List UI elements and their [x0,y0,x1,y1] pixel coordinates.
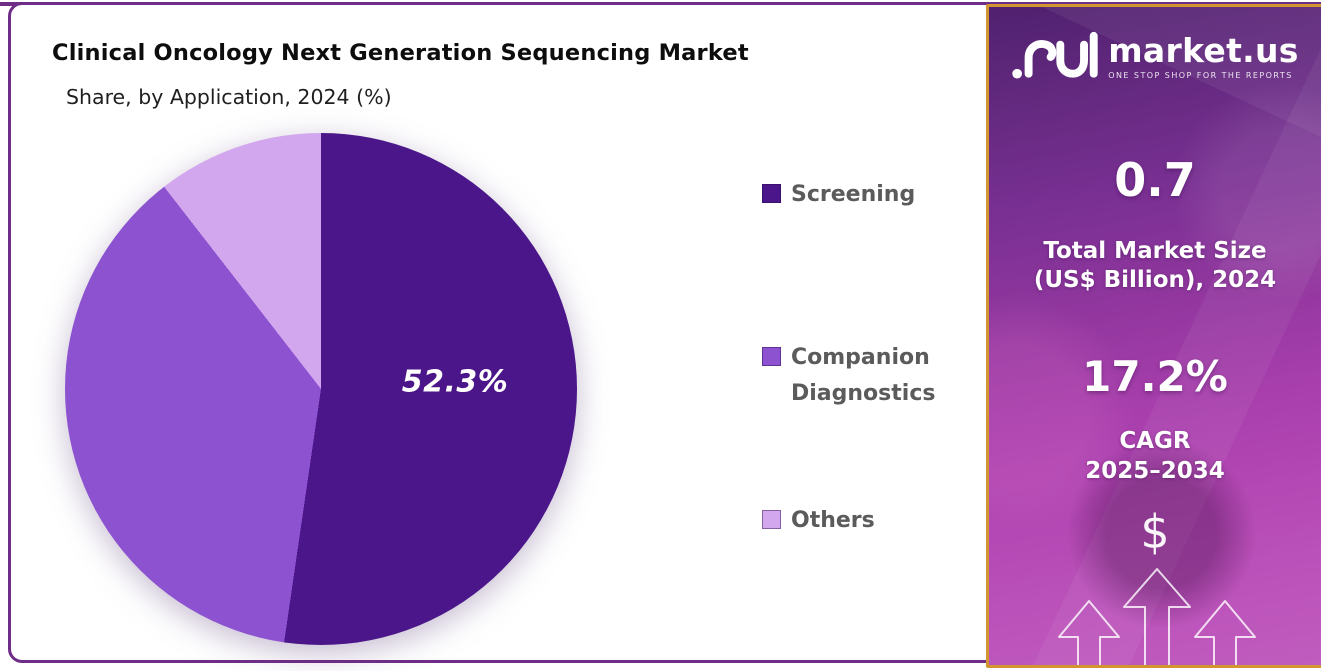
legend-label: Screening [791,182,916,207]
legend-item-companion-diagnostics: Companion Diagnostics [762,340,951,411]
cagr-label-line2: 2025–2034 [1085,457,1225,484]
cagr-label-line1: CAGR [1119,428,1191,454]
legend-swatch-screening [762,184,781,203]
market-size-value: 0.7 [1114,153,1196,207]
pie-slice-data-label: 52.3% [401,364,509,400]
logo-text-block: market.us ONE STOP SHOP FOR THE REPORTS [1108,34,1299,80]
legend-swatch-others [762,510,781,529]
legend-item-others: Others [762,503,951,539]
cagr-value: 17.2% [1082,352,1228,401]
market-us-logo-mark-icon [1012,31,1098,79]
market-size-label: Total Market Size (US$ Billion), 2024 [989,237,1321,295]
legend-item-screening: Screening [762,177,951,213]
legend: Screening Companion Diagnostics Others [762,0,972,671]
market-size-label-line2: (US$ Billion), 2024 [1033,267,1277,294]
cagr-label: CAGR 2025–2034 [989,427,1321,487]
legend-label: Companion Diagnostics [791,345,936,406]
brand-sidebar: market.us ONE STOP SHOP FOR THE REPORTS … [986,4,1321,668]
market-size-label-line1: Total Market Size [1043,238,1267,264]
legend-label: Others [791,508,875,533]
brand-name: market.us [1108,31,1299,70]
legend-swatch-companion-diagnostics [762,347,781,366]
dollar-icon: $ [1140,505,1170,559]
chart-title: Clinical Oncology Next Generation Sequen… [52,40,749,66]
brand-tagline: ONE STOP SHOP FOR THE REPORTS [1108,71,1293,80]
logo-row: market.us ONE STOP SHOP FOR THE REPORTS [989,29,1321,85]
up-arrows-icon [1058,568,1256,665]
chart-subtitle: Share, by Application, 2024 (%) [66,85,392,109]
pie-chart [65,133,577,645]
